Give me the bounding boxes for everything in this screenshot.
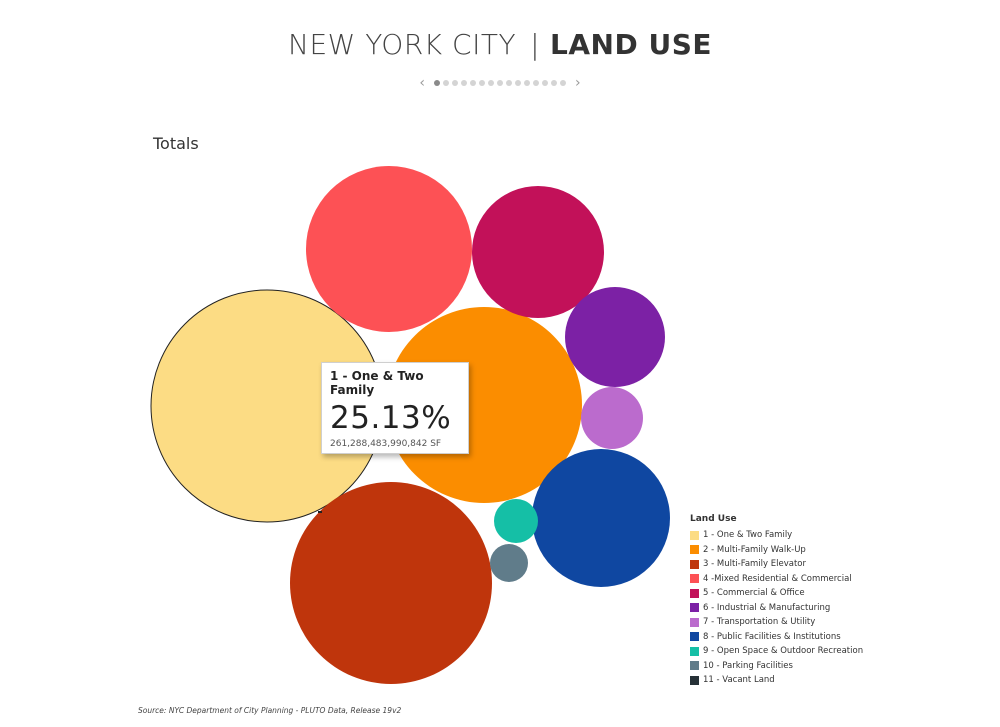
pager-dot[interactable]: [515, 80, 521, 86]
legend-label: 7 - Transportation & Utility: [703, 617, 816, 628]
bubble-5[interactable]: [472, 186, 604, 318]
legend-swatch: [690, 530, 699, 540]
pager-dot[interactable]: [524, 80, 530, 86]
legend-swatch: [690, 588, 699, 598]
pager-dot[interactable]: [560, 80, 566, 86]
bubble-7[interactable]: [581, 387, 643, 449]
title-separator: |: [530, 28, 541, 61]
legend-item[interactable]: 3 - Multi-Family Elevator: [690, 557, 863, 572]
legend-label: 8 - Public Facilities & Institutions: [703, 631, 841, 642]
legend-item[interactable]: 7 - Transportation & Utility: [690, 615, 863, 630]
pager-dot[interactable]: [470, 80, 476, 86]
legend: Land Use 1 - One & Two Family 2 - Multi-F…: [690, 514, 863, 688]
tooltip-name: 1 - One & Two Family: [330, 369, 424, 397]
legend-item[interactable]: 6 - Industrial & Manufacturing: [690, 601, 863, 616]
legend-item[interactable]: 5 - Commercial & Office: [690, 586, 863, 601]
bubble-2[interactable]: [386, 307, 582, 503]
legend-label: 6 - Industrial & Manufacturing: [703, 602, 831, 613]
pager-dot[interactable]: [479, 80, 485, 86]
legend-label: 9 - Open Space & Outdoor Recreation: [703, 646, 864, 657]
title-topic: LAND USE: [550, 28, 712, 61]
source-note: Source: NYC Department of City Planning …: [138, 706, 402, 715]
story-pager: ‹ ›: [0, 76, 1000, 90]
tooltip-sf: 261,288,483,990,842 SF: [330, 439, 442, 449]
legend-swatch: [690, 646, 699, 656]
pager-dot[interactable]: [542, 80, 548, 86]
legend-item[interactable]: 11 - Vacant Land: [690, 673, 863, 688]
tooltip-percent: 25.13%: [330, 400, 452, 436]
pager-dot[interactable]: [434, 80, 440, 86]
page-title: NEW YORK CITY | LAND USE: [0, 28, 1000, 61]
legend-label: 1 - One & Two Family: [703, 530, 793, 541]
legend-swatch: [690, 675, 699, 685]
pager-dot[interactable]: [551, 80, 557, 86]
bubble-9[interactable]: [494, 499, 538, 543]
next-arrow-icon[interactable]: ›: [575, 75, 581, 91]
tooltip: 1 - One & Two Family 25.13% 261,288,483,…: [321, 362, 469, 454]
pager-dot[interactable]: [443, 80, 449, 86]
bubble-8[interactable]: [532, 449, 670, 587]
pager-dots: [434, 80, 566, 86]
legend-item[interactable]: 2 - Multi-Family Walk-Up: [690, 543, 863, 558]
legend-swatch: [690, 559, 699, 569]
legend-label: 11 - Vacant Land: [703, 675, 775, 686]
legend-label: 5 - Commercial & Office: [703, 588, 805, 599]
legend-swatch: [690, 661, 699, 671]
legend-swatch: [690, 574, 699, 584]
bubble-4[interactable]: [306, 166, 472, 332]
legend-swatch: [690, 603, 699, 613]
legend-label: 4 -Mixed Residential & Commercial: [703, 573, 852, 584]
pager-dot[interactable]: [461, 80, 467, 86]
legend-label: 3 - Multi-Family Elevator: [703, 559, 807, 570]
bubble-3[interactable]: [290, 482, 492, 684]
pager-dot[interactable]: [452, 80, 458, 86]
legend-label: 10 - Parking Facilities: [703, 660, 793, 671]
legend-items: 1 - One & Two Family 2 - Multi-Family Wal…: [690, 528, 863, 688]
legend-item[interactable]: 4 -Mixed Residential & Commercial: [690, 572, 863, 587]
prev-arrow-icon[interactable]: ‹: [419, 75, 425, 91]
section-label: Totals: [153, 134, 199, 153]
pager-dot[interactable]: [497, 80, 503, 86]
pager-dot[interactable]: [506, 80, 512, 86]
legend-item[interactable]: 9 - Open Space & Outdoor Recreation: [690, 644, 863, 659]
pager-dot[interactable]: [533, 80, 539, 86]
legend-item[interactable]: 1 - One & Two Family: [690, 528, 863, 543]
legend-label: 2 - Multi-Family Walk-Up: [703, 544, 806, 555]
title-city: NEW YORK CITY: [288, 28, 517, 61]
legend-item[interactable]: 8 - Public Facilities & Institutions: [690, 630, 863, 645]
legend-swatch: [690, 545, 699, 555]
legend-swatch: [690, 632, 699, 642]
pager-dot[interactable]: [488, 80, 494, 86]
legend-title: Land Use: [690, 514, 737, 524]
bubble-10[interactable]: [490, 544, 528, 582]
legend-swatch: [690, 617, 699, 627]
legend-item[interactable]: 10 - Parking Facilities: [690, 659, 863, 674]
bubble-6[interactable]: [565, 287, 665, 387]
